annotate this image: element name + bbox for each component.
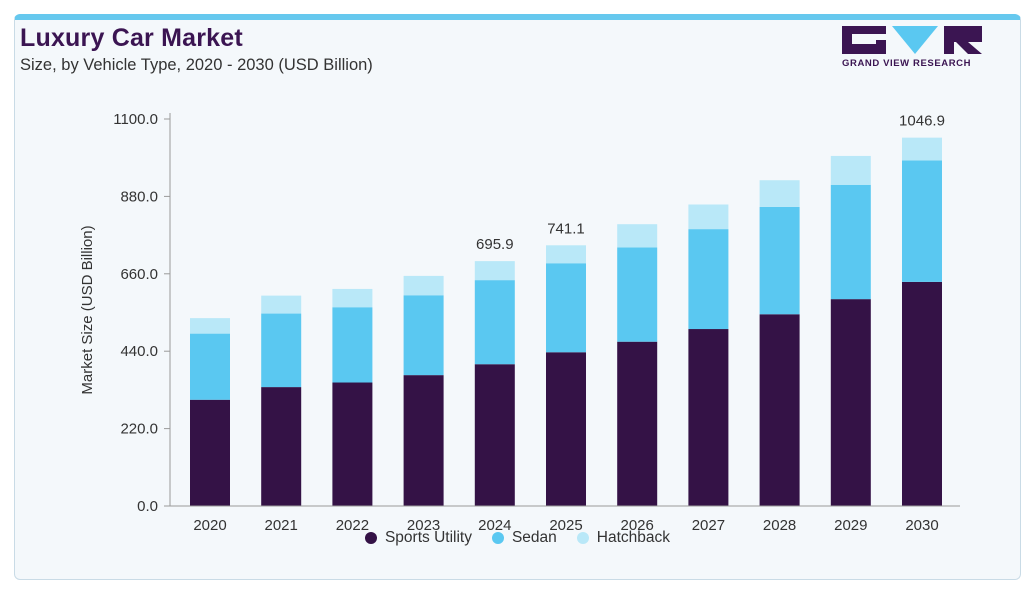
x-tick-label-2030: 2030 (905, 517, 938, 534)
bar-hatchback-2029 (830, 155, 871, 185)
bar-sports-utility-2029 (830, 299, 871, 506)
bar-sports-utility-2025 (546, 352, 586, 506)
chart-subtitle: Size, by Vehicle Type, 2020 - 2030 (USD … (20, 56, 373, 74)
bar-hatchback-2030 (902, 137, 942, 161)
bar-hatchback-2028 (759, 180, 800, 207)
x-tick-label-2023: 2023 (407, 517, 440, 534)
total-label-2024: 695.9 (476, 236, 514, 253)
bar-sedan-2029 (830, 184, 871, 300)
bar-sports-utility-2022 (332, 382, 373, 506)
x-tick-label-2029: 2029 (834, 517, 867, 534)
bar-sedan-2021 (261, 313, 302, 388)
bar-sedan-2030 (902, 160, 942, 282)
bar-sedan-2023 (403, 295, 444, 376)
bar-sedan-2028 (759, 206, 800, 315)
bar-sedan-2020 (190, 333, 230, 400)
x-tick-label-2024: 2024 (478, 517, 511, 534)
bar-sports-utility-2024 (474, 364, 515, 506)
x-tick-label-2021: 2021 (265, 517, 298, 534)
total-label-2030: 1046.9 (899, 113, 945, 130)
legend-item-sedan: Sedan (491, 529, 557, 547)
bar-hatchback-2027 (688, 204, 729, 230)
x-tick-label-2020: 2020 (193, 517, 226, 534)
y-axis: 0.0 220.0 440.0 660.0 880.0 1100.0 (113, 111, 171, 515)
y-tick-label: 1100.0 (113, 111, 158, 128)
bar-sedan-2024 (474, 280, 515, 365)
x-tick-label-2027: 2027 (692, 517, 725, 534)
legend-swatch-hatchback (576, 532, 589, 544)
bar-sedan-2022 (332, 307, 373, 383)
bar-sedan-2027 (688, 229, 729, 330)
legend-label-hatchback: Hatchback (596, 529, 671, 546)
bar-sports-utility-2020 (190, 399, 230, 506)
legend-swatch-sports-utility (364, 532, 377, 544)
bar-hatchback-2024 (474, 261, 515, 281)
y-tick-label: 660.0 (120, 266, 158, 283)
chart-legend: Sports Utility Sedan Hatchback (0, 529, 1035, 547)
total-label-2025: 741.1 (547, 220, 585, 237)
bar-hatchback-2023 (403, 275, 444, 296)
bar-sports-utility-2030 (902, 281, 942, 506)
bar-hatchback-2021 (261, 295, 302, 314)
brand-name: GRAND VIEW RESEARCH (842, 58, 972, 69)
bar-sports-utility-2026 (617, 341, 658, 506)
bar-hatchback-2025 (546, 245, 586, 264)
bar-sports-utility-2021 (261, 387, 302, 506)
y-tick-label: 220.0 (120, 421, 158, 438)
x-tick-label-2025: 2025 (549, 517, 582, 534)
bar-sedan-2026 (617, 247, 658, 342)
y-tick-label: 0.0 (137, 498, 158, 515)
legend-item-sports-utility: Sports Utility (364, 529, 472, 547)
y-tick-label: 440.0 (120, 343, 158, 360)
bar-sports-utility-2028 (759, 314, 800, 506)
x-tick-label-2028: 2028 (763, 517, 796, 534)
bar-sports-utility-2027 (688, 329, 729, 506)
bar-hatchback-2026 (617, 224, 658, 248)
bar-sports-utility-2023 (403, 375, 444, 506)
legend-swatch-sedan (491, 532, 504, 544)
bar-hatchback-2020 (190, 318, 230, 334)
chart-title: Luxury Car Market (20, 24, 243, 52)
legend-item-hatchback: Hatchback (576, 529, 671, 547)
bar-hatchback-2022 (332, 288, 373, 308)
y-tick-label: 880.0 (120, 188, 158, 205)
bar-sedan-2025 (546, 263, 586, 353)
x-tick-label-2026: 2026 (621, 517, 654, 534)
x-axis: 2020 2021 2022 2023 2024 2025 2026 2027 2028 2029… (170, 505, 960, 534)
y-axis-label: Market Size (USD Billion) (79, 225, 96, 394)
grand-view-research-logo (842, 26, 982, 54)
legend-label-sedan: Sedan (511, 529, 557, 546)
x-tick-label-2022: 2022 (336, 517, 369, 534)
legend-label-sports-utility: Sports Utility (384, 529, 472, 546)
bars: 695.9 741.1 1046.9 (190, 113, 945, 506)
